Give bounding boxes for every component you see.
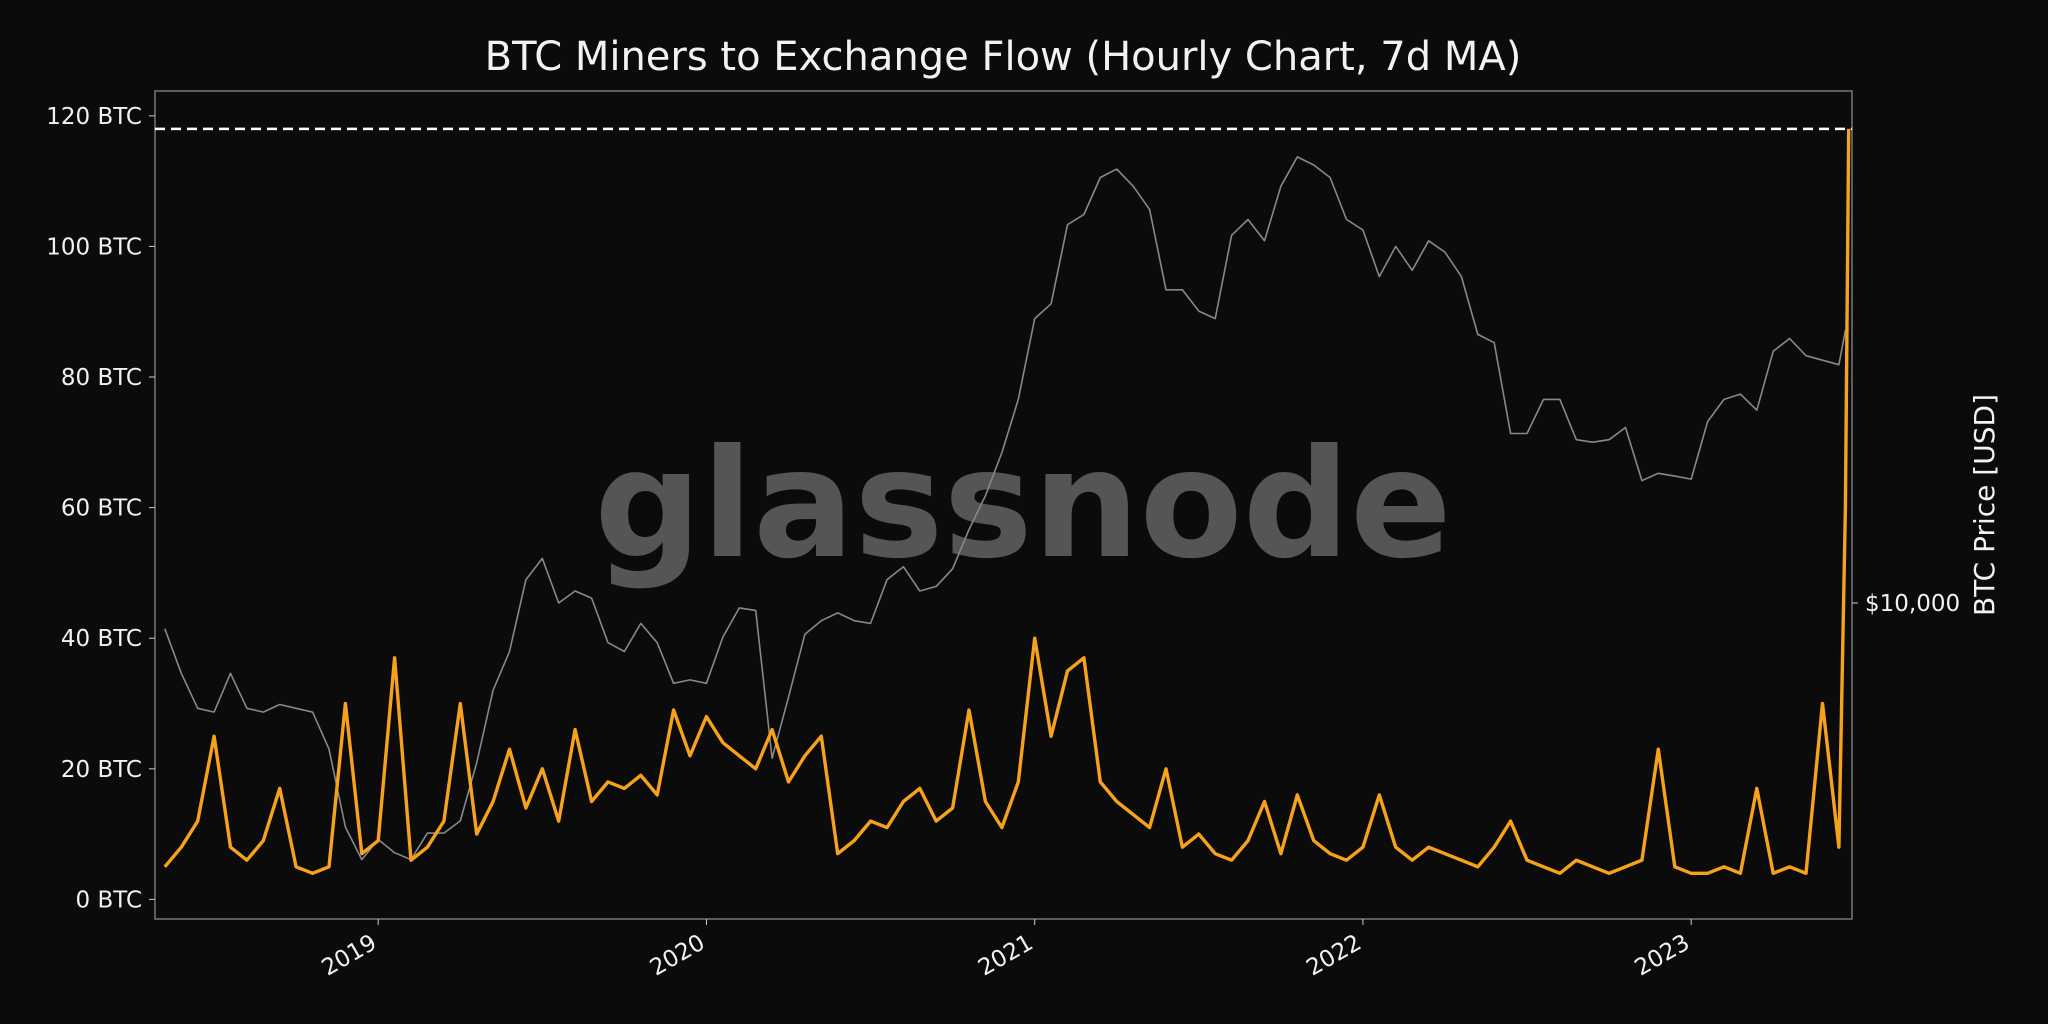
y-tick-label: 120 BTC [46, 104, 142, 130]
chart-title: BTC Miners to Exchange Flow (Hourly Char… [485, 34, 1522, 80]
y-tick-label: 80 BTC [61, 365, 142, 391]
y-tick-label: 20 BTC [61, 757, 142, 783]
y-tick-label: 40 BTC [61, 626, 142, 652]
series-line [163, 128, 1851, 875]
y2-axis-title: BTC Price [USD] [1968, 394, 2001, 616]
y-tick-label: 60 BTC [61, 496, 142, 522]
watermark: glassnode [594, 418, 1452, 592]
plot-frame [154, 90, 1853, 920]
y-tick-label: 0 BTC [76, 887, 142, 913]
series-line [164, 156, 1849, 861]
y-tick-label: 100 BTC [46, 234, 142, 260]
y2-tick-label: $10,000 [1865, 591, 1960, 617]
